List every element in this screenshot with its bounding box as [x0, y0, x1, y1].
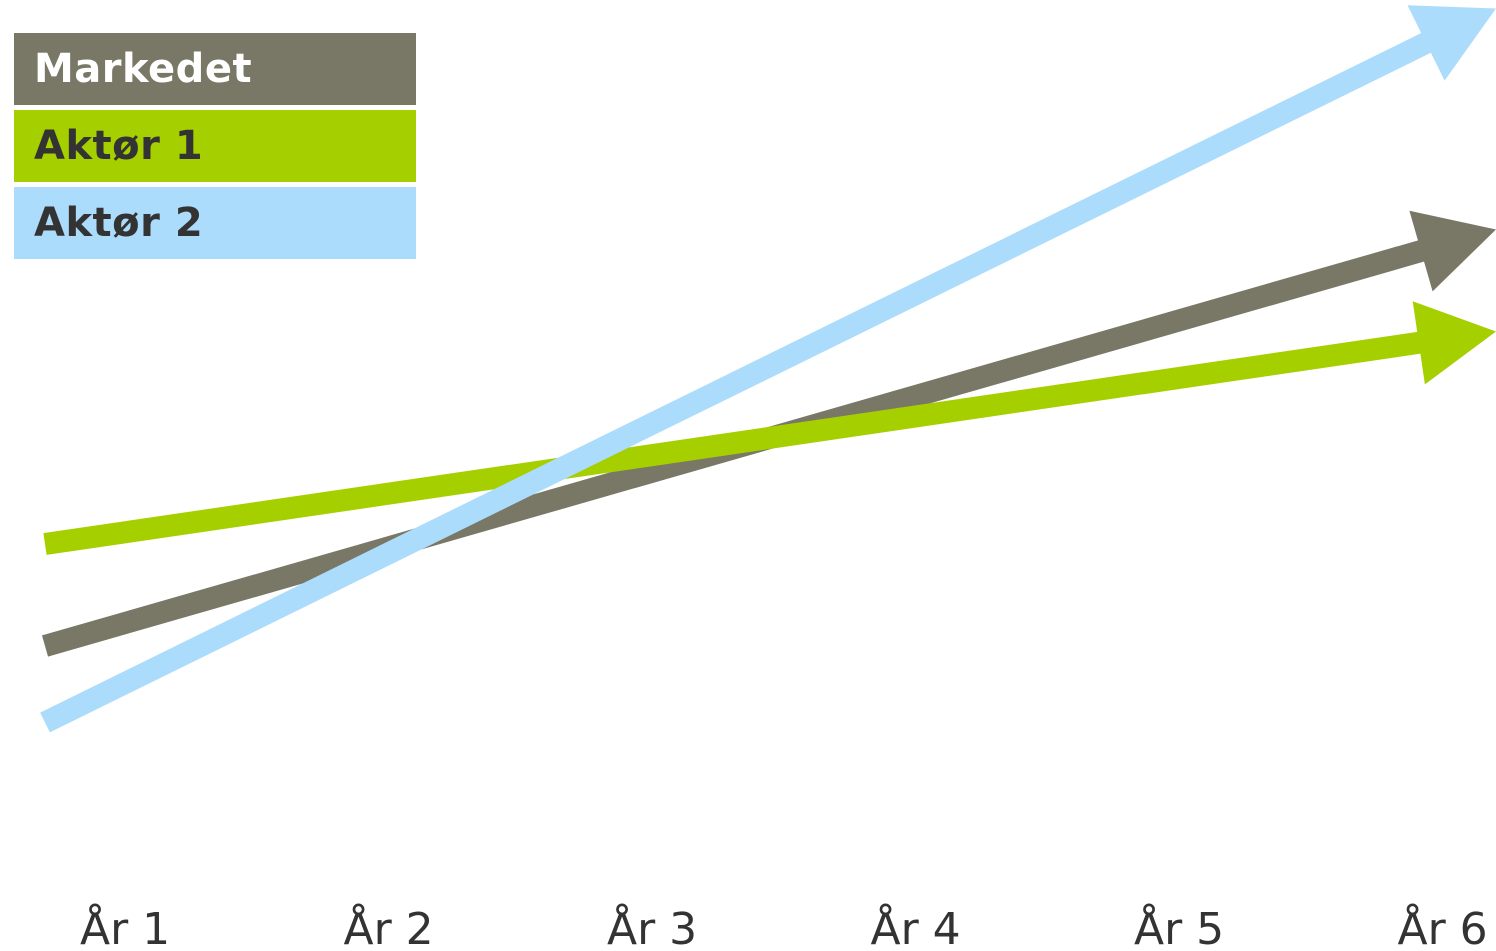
- series-aktor-1: [43, 301, 1496, 555]
- x-tick-label: År 1: [80, 902, 170, 951]
- legend-label-aktor-1: Aktør 1: [34, 123, 204, 169]
- x-tick-label: År 2: [344, 902, 434, 951]
- legend-item-aktor-2: Aktør 2: [14, 187, 416, 259]
- arrowhead-aktor-2: [1407, 5, 1496, 81]
- series-aktor-2: [40, 5, 1496, 733]
- legend-item-aktor-1: Aktør 1: [14, 110, 416, 182]
- arrowhead-markedet: [1409, 210, 1496, 292]
- x-tick-label: År 6: [1398, 902, 1488, 951]
- series-layer: [40, 5, 1496, 733]
- x-tick-label: År 4: [871, 902, 961, 951]
- series-line-aktor-2: [40, 32, 1433, 733]
- legend-item-markedet: Markedet: [14, 33, 416, 105]
- series-line-aktor-1: [43, 331, 1423, 555]
- legend: Markedet Aktør 1 Aktør 2: [14, 33, 416, 259]
- legend-label-markedet: Markedet: [34, 46, 253, 92]
- arrowhead-aktor-1: [1412, 301, 1496, 385]
- x-tick-label: År 3: [607, 902, 697, 951]
- x-tick-label: År 5: [1134, 902, 1224, 951]
- x-axis-ticks: År 1 År 2 År 3 År 4 År 5 År 6: [80, 902, 1488, 951]
- legend-label-aktor-2: Aktør 2: [34, 200, 204, 246]
